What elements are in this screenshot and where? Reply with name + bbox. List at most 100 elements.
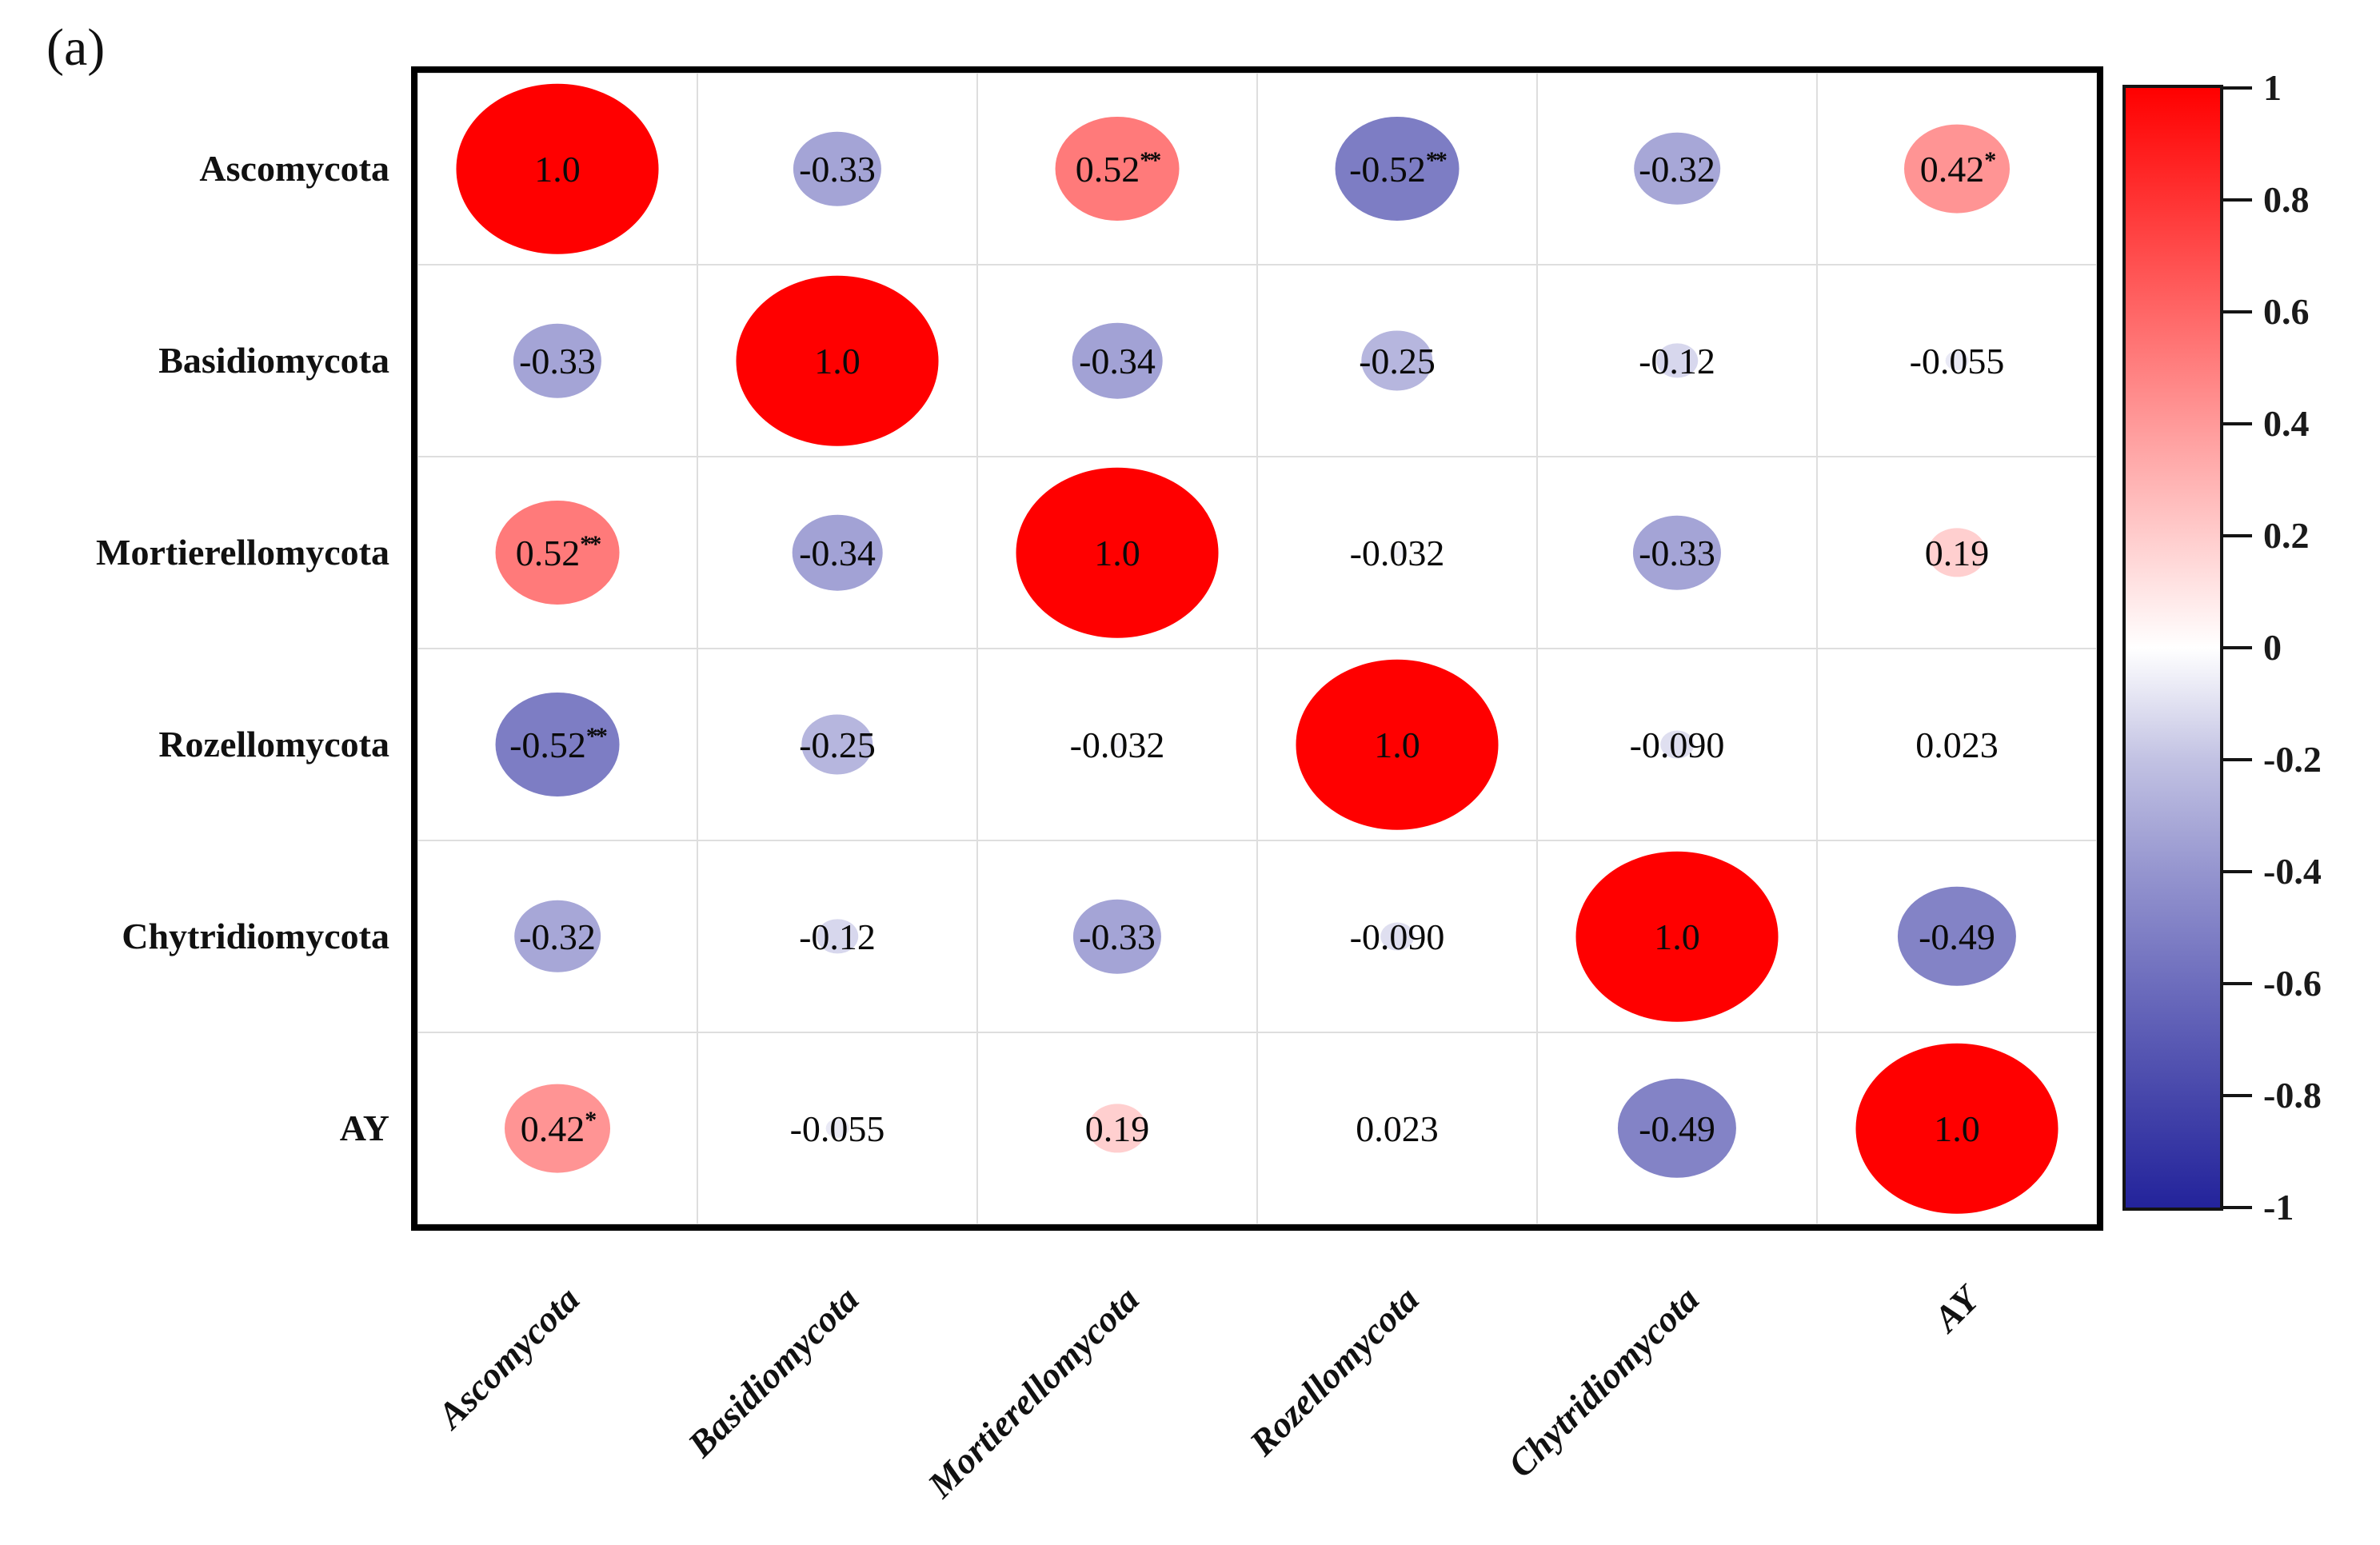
- correlation-matrix: 1.0 -0.33 0.52** -0.52** -0.32 0.42* -0.33 1.0 -…: [411, 66, 2103, 1231]
- matrix-cell: -0.032: [977, 649, 1257, 840]
- colorbar-tick: [2223, 534, 2252, 537]
- correlation-ellipse: [1016, 467, 1219, 638]
- correlation-value: -0.33: [519, 340, 596, 381]
- colorbar-tick: [2223, 646, 2252, 649]
- matrix-cell: 0.023: [1817, 649, 2097, 840]
- correlation-ellipse: [1072, 322, 1163, 399]
- matrix-cell: 1.0: [1537, 840, 1817, 1032]
- correlation-value: -0.49: [1919, 916, 1995, 957]
- matrix-cell: 1.0: [977, 457, 1257, 649]
- significance-asterisks: **: [585, 722, 608, 749]
- matrix-cell: 0.42*: [417, 1032, 697, 1224]
- matrix-cell: 0.42*: [1817, 73, 2097, 265]
- significance-asterisks: **: [1140, 146, 1161, 174]
- x-axis-label: Basidiomycota: [680, 1278, 867, 1465]
- y-axis-label: Ascomycota: [199, 148, 389, 189]
- correlation-value: 1.0: [1934, 1108, 1980, 1149]
- correlation-value: 0.19: [1084, 1108, 1150, 1149]
- matrix-cell: 1.0: [1257, 649, 1537, 840]
- x-axis-label: Rozellomycota: [1241, 1278, 1427, 1463]
- colorbar-tick: [2223, 870, 2252, 873]
- correlation-ellipse: [1088, 1104, 1147, 1153]
- correlation-value: -0.33: [1079, 916, 1156, 957]
- y-axis-label: Mortierellomycota: [96, 532, 389, 573]
- correlation-ellipse: [1389, 545, 1405, 560]
- correlation-ellipse: [1951, 739, 1963, 750]
- matrix-cell: -0.25: [697, 649, 977, 840]
- matrix-cell: -0.32: [417, 840, 697, 1032]
- x-axis-label: Mortierellomycota: [920, 1278, 1147, 1506]
- correlation-ellipse: [513, 323, 602, 398]
- y-axis-label: Basidiomycota: [158, 340, 389, 381]
- significance-asterisks: **: [580, 530, 601, 557]
- correlation-ellipse: [736, 275, 939, 446]
- correlation-ellipse: [1617, 1078, 1737, 1179]
- correlation-ellipse: [1904, 124, 2010, 214]
- correlation-ellipse: [792, 514, 883, 591]
- correlation-ellipse: [456, 83, 659, 254]
- colorbar-tick-label: -0.6: [2263, 963, 2322, 1004]
- correlation-ellipse: [495, 692, 620, 797]
- correlation-value: -0.49: [1639, 1108, 1715, 1149]
- matrix-cell: 1.0: [697, 265, 977, 457]
- matrix-cell: -0.032: [1257, 457, 1537, 649]
- matrix-cell: -0.12: [1537, 265, 1817, 457]
- x-axis-label: AY: [1925, 1278, 1987, 1339]
- matrix-cell: 0.023: [1257, 1032, 1537, 1224]
- correlation-value: -0.52**: [1349, 146, 1448, 190]
- correlation-value: 0.52**: [515, 530, 602, 573]
- correlation-value: -0.032: [1349, 532, 1445, 573]
- correlation-value: 0.19: [1924, 532, 1990, 573]
- correlation-ellipse: [1927, 528, 1987, 577]
- correlation-value: -0.33: [799, 148, 876, 190]
- correlation-value: 0.42*: [520, 1106, 597, 1149]
- correlation-ellipse: [1391, 1123, 1404, 1134]
- colorbar-tick-label: 0: [2263, 627, 2282, 668]
- colorbar-tick-label: 0.4: [2263, 403, 2310, 444]
- correlation-ellipse: [505, 1084, 610, 1173]
- colorbar-tick: [2223, 758, 2252, 761]
- matrix-cell: -0.52**: [1257, 73, 1537, 265]
- correlation-ellipse: [1109, 737, 1125, 752]
- matrix-cell: -0.055: [1817, 265, 2097, 457]
- matrix-cell: -0.090: [1257, 840, 1537, 1032]
- colorbar-tick: [2223, 1206, 2252, 1209]
- colorbar-tick-label: -0.4: [2263, 851, 2322, 892]
- correlation-ellipse: [1897, 886, 2017, 987]
- correlation-value: 0.42*: [1919, 146, 1997, 190]
- correlation-ellipse: [1055, 116, 1180, 222]
- correlation-ellipse: [514, 900, 601, 973]
- correlation-ellipse: [495, 500, 620, 605]
- correlation-value: -0.34: [1079, 340, 1156, 381]
- matrix-cell: 0.19: [1817, 457, 2097, 649]
- matrix-cell: -0.33: [697, 73, 977, 265]
- correlation-value: -0.055: [1909, 340, 2005, 381]
- correlation-value: -0.32: [519, 916, 596, 957]
- colorbar-tick-label: -0.2: [2263, 739, 2322, 780]
- correlation-value: -0.12: [1639, 340, 1715, 381]
- colorbar-tick-label: 1: [2263, 67, 2282, 108]
- correlation-ellipse: [1575, 851, 1779, 1022]
- colorbar-tick: [2223, 1094, 2252, 1097]
- correlation-value: 0.023: [1356, 1108, 1439, 1149]
- correlation-value: -0.33: [1639, 532, 1715, 573]
- correlation-value: 0.023: [1915, 724, 1999, 765]
- significance-asterisks: *: [1984, 146, 1996, 174]
- correlation-value: -0.055: [789, 1108, 885, 1149]
- significance-asterisks: **: [1425, 146, 1448, 174]
- matrix-cell: 1.0: [417, 73, 697, 265]
- colorbar-tick: [2223, 198, 2252, 202]
- correlation-ellipse: [817, 919, 858, 954]
- matrix-cell: -0.34: [697, 457, 977, 649]
- correlation-ellipse: [825, 1118, 849, 1139]
- correlation-value: -0.52**: [509, 722, 608, 765]
- matrix-cell: -0.33: [417, 265, 697, 457]
- correlation-value: 1.0: [1094, 532, 1140, 573]
- correlation-ellipse: [1660, 730, 1694, 759]
- colorbar-tick-label: -1: [2263, 1187, 2294, 1228]
- correlation-ellipse: [1335, 116, 1460, 222]
- matrix-cell: -0.34: [977, 265, 1257, 457]
- matrix-cell: -0.49: [1537, 1032, 1817, 1224]
- significance-asterisks: *: [585, 1106, 597, 1133]
